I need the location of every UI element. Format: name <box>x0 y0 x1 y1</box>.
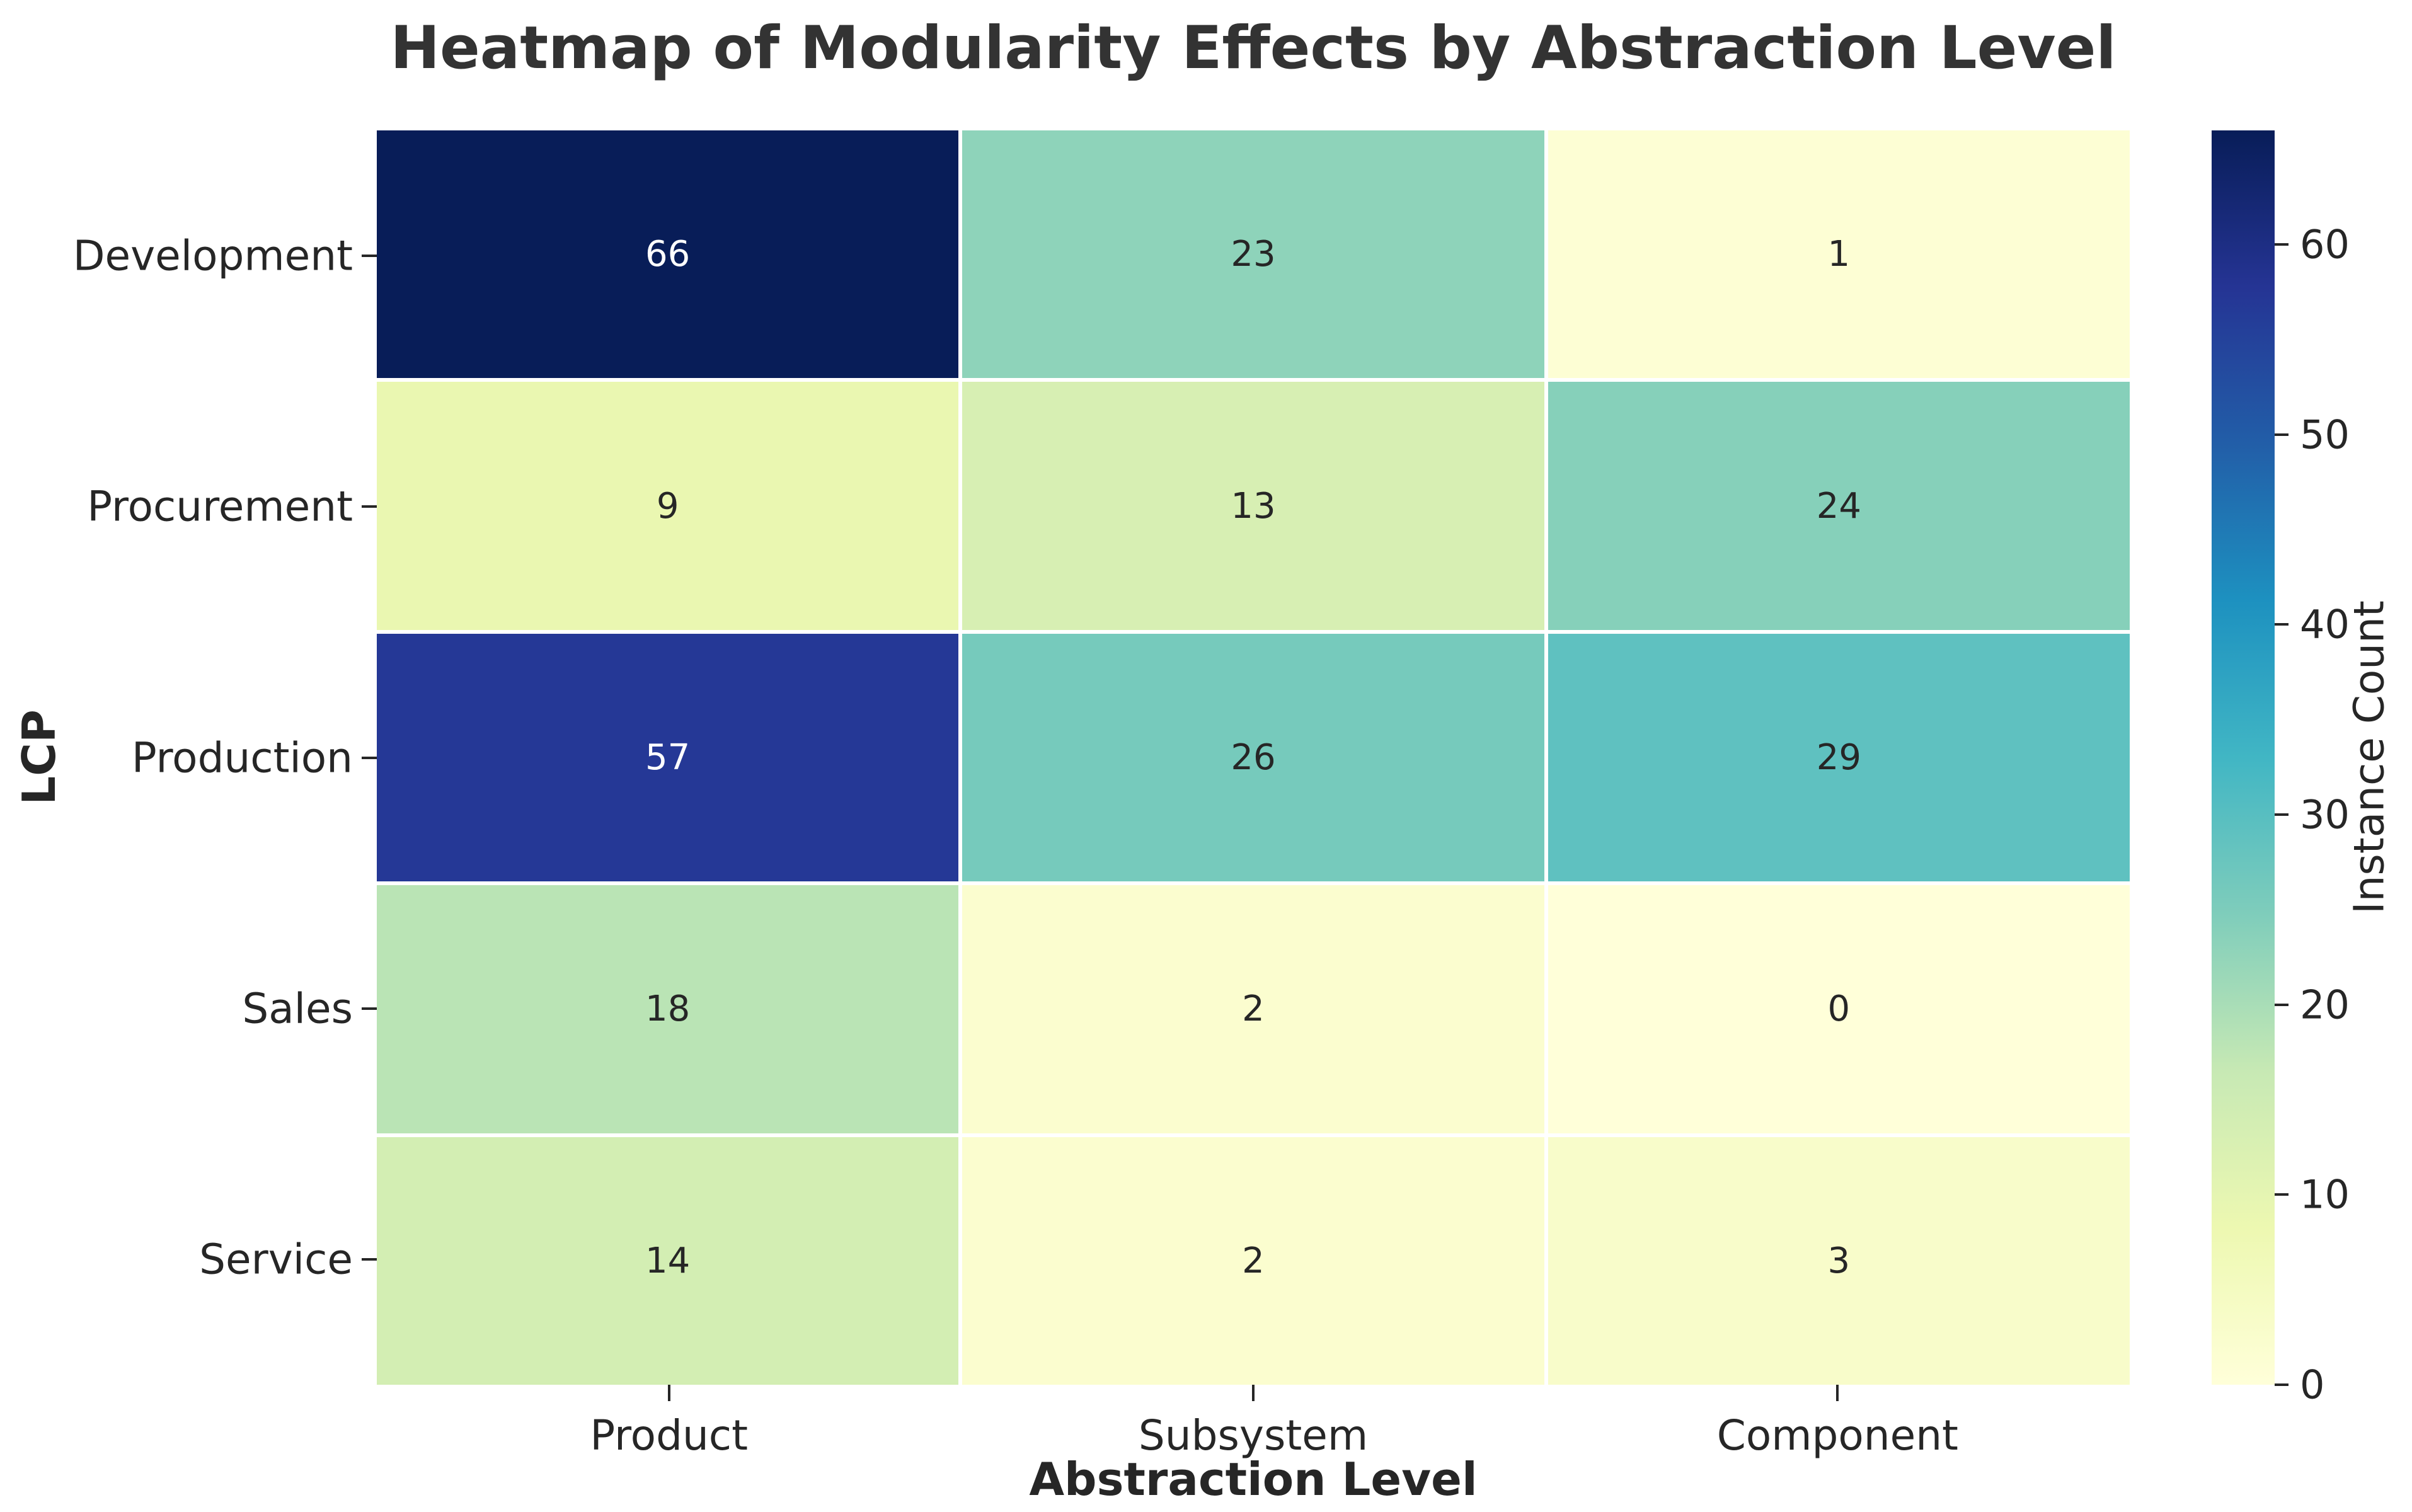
colorbar-title: Instance Count <box>2345 600 2394 914</box>
colorbar-tick-label: 0 <box>2300 1361 2325 1408</box>
y-tick-label: Sales <box>242 984 353 1033</box>
heatmap-cell: 9 <box>377 382 959 630</box>
cell-value: 57 <box>645 736 691 778</box>
colorbar-tick-mark <box>2275 1193 2289 1196</box>
y-tick-mark <box>362 1007 377 1010</box>
colorbar-tick-mark <box>2275 433 2289 436</box>
cell-value: 24 <box>1816 485 1861 527</box>
colorbar-tick-mark <box>2275 623 2289 626</box>
cell-value: 2 <box>1242 1240 1265 1281</box>
heatmap-cell: 24 <box>1548 382 2130 630</box>
x-tick-mark <box>1836 1385 1839 1401</box>
colorbar-tick-label: 30 <box>2300 791 2350 838</box>
cell-value: 1 <box>1827 234 1851 275</box>
y-tick-mark <box>362 505 377 508</box>
heatmap-cell: 23 <box>962 130 1544 379</box>
y-axis-title: LCP <box>13 709 66 805</box>
heatmap-cell: 26 <box>962 633 1544 882</box>
heatmap-cell: 3 <box>1548 1137 2130 1385</box>
colorbar-tick-label: 60 <box>2300 221 2350 268</box>
colorbar-gradient <box>2212 130 2275 1385</box>
y-tick-label: Production <box>131 733 353 782</box>
colorbar-tick-label: 20 <box>2300 982 2350 1028</box>
y-tick-label: Procurement <box>87 482 353 531</box>
heatmap-cell: 0 <box>1548 885 2130 1133</box>
cell-value: 66 <box>645 234 691 275</box>
cell-value: 23 <box>1231 234 1276 275</box>
chart-title: Heatmap of Modularity Effects by Abstrac… <box>390 14 2116 83</box>
cell-value: 13 <box>1231 485 1276 527</box>
heatmap-cell: 2 <box>962 1137 1544 1385</box>
heatmap-cell: 29 <box>1548 633 2130 882</box>
cell-value: 0 <box>1827 988 1851 1030</box>
colorbar-tick-label: 10 <box>2300 1171 2350 1218</box>
heatmap-cell: 18 <box>377 885 959 1133</box>
heatmap-cell: 66 <box>377 130 959 379</box>
colorbar-tick-mark <box>2275 1003 2289 1006</box>
x-tick-label: Subsystem <box>1138 1411 1369 1460</box>
cell-value: 2 <box>1242 988 1265 1030</box>
x-tick-mark <box>1252 1385 1255 1401</box>
x-tick-label: Product <box>590 1411 748 1460</box>
y-tick-mark <box>362 756 377 759</box>
heatmap-cell: 2 <box>962 885 1544 1133</box>
y-tick-label: Service <box>199 1235 353 1284</box>
cell-value: 9 <box>656 485 679 527</box>
y-tick-mark <box>362 255 377 258</box>
heatmap-cell: 57 <box>377 633 959 882</box>
colorbar-tick-mark <box>2275 243 2289 246</box>
cell-value: 26 <box>1231 736 1276 778</box>
colorbar-tick-label: 50 <box>2300 411 2350 458</box>
heatmap-plot-area: 66 23 1 9 13 24 57 26 29 18 2 0 14 2 3 <box>377 130 2130 1385</box>
x-tick-mark <box>667 1385 670 1401</box>
cell-value: 3 <box>1827 1240 1851 1281</box>
heatmap-cell: 13 <box>962 382 1544 630</box>
cell-value: 29 <box>1816 736 1861 778</box>
colorbar-tick-mark <box>2275 813 2289 816</box>
colorbar-tick-label: 40 <box>2300 601 2350 648</box>
y-tick-label: Development <box>72 231 353 280</box>
cell-value: 14 <box>645 1240 691 1281</box>
heatmap-cell: 1 <box>1548 130 2130 379</box>
x-axis-title: Abstraction Level <box>1029 1453 1478 1506</box>
colorbar-tick-mark <box>2275 1383 2289 1386</box>
y-tick-mark <box>362 1257 377 1261</box>
cell-value: 18 <box>645 988 691 1030</box>
x-tick-label: Component <box>1716 1411 1958 1460</box>
heatmap-cell: 14 <box>377 1137 959 1385</box>
